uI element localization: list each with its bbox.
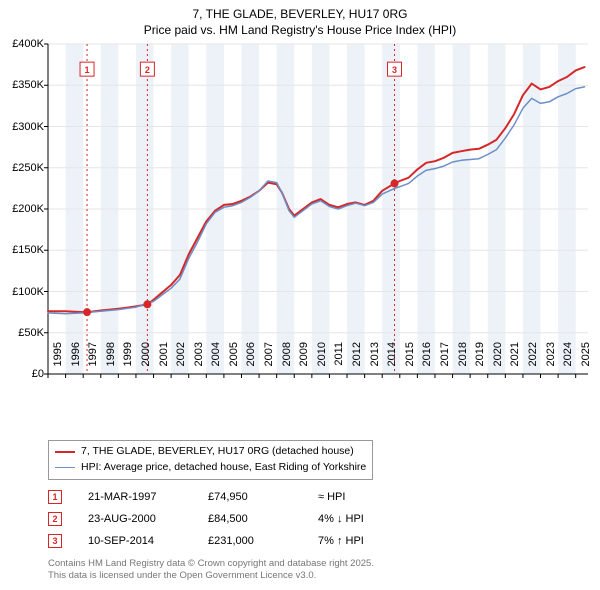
footer-line-1: Contains HM Land Registry data © Crown c…	[48, 558, 374, 570]
svg-text:2: 2	[145, 65, 150, 75]
x-tick-label: 2022	[527, 342, 539, 378]
license-footer: Contains HM Land Registry data © Crown c…	[48, 558, 374, 582]
y-tick-label: £0	[4, 368, 44, 380]
x-tick-label: 2009	[298, 342, 310, 378]
x-tick-label: 2014	[386, 342, 398, 378]
x-tick-label: 2002	[175, 342, 187, 378]
x-tick-label: 1998	[105, 342, 117, 378]
legend-label-hpi: HPI: Average price, detached house, East…	[81, 460, 366, 476]
x-tick-label: 2004	[210, 342, 222, 378]
chart-title: 7, THE GLADE, BEVERLEY, HU17 0RG Price p…	[0, 0, 600, 38]
y-tick-label: £100K	[4, 286, 44, 298]
x-tick-label: 1997	[87, 342, 99, 378]
sale-date: 21-MAR-1997	[88, 491, 208, 503]
y-tick-label: £50K	[4, 327, 44, 339]
sale-date: 10-SEP-2014	[88, 535, 208, 547]
chart-area: 123 £0£50K£100K£150K£200K£250K£300K£350K…	[48, 44, 588, 406]
sale-row: 1 21-MAR-1997 £74,950 ≈ HPI	[48, 486, 418, 508]
x-tick-label: 2019	[474, 342, 486, 378]
x-tick-label: 2006	[245, 342, 257, 378]
x-tick-label: 2012	[351, 342, 363, 378]
x-tick-label: 2001	[158, 342, 170, 378]
legend-swatch-hpi	[55, 467, 75, 469]
x-tick-label: 2021	[509, 342, 521, 378]
sale-marker-icon: 2	[48, 512, 62, 526]
x-tick-label: 2010	[316, 342, 328, 378]
legend-swatch-property	[55, 451, 75, 453]
chart-svg: 1 2 3	[48, 44, 588, 374]
svg-text:3: 3	[392, 65, 397, 75]
x-tick-label: 2013	[369, 342, 381, 378]
sale-hpi-relation: ≈ HPI	[318, 491, 418, 503]
sale-hpi-relation: 7% ↑ HPI	[318, 535, 418, 547]
sale-price: £84,500	[208, 513, 318, 525]
y-tick-label: £350K	[4, 79, 44, 91]
x-tick-label: 2008	[281, 342, 293, 378]
sales-table: 1 21-MAR-1997 £74,950 ≈ HPI 2 23-AUG-200…	[48, 486, 418, 552]
legend: 7, THE GLADE, BEVERLEY, HU17 0RG (detach…	[48, 440, 373, 480]
x-tick-label: 2003	[193, 342, 205, 378]
x-tick-label: 1999	[122, 342, 134, 378]
title-subtitle: Price paid vs. HM Land Registry's House …	[0, 22, 600, 38]
x-tick-label: 2007	[263, 342, 275, 378]
x-tick-label: 2023	[545, 342, 557, 378]
x-tick-label: 2011	[333, 342, 345, 378]
sale-date: 23-AUG-2000	[88, 513, 208, 525]
sale-hpi-relation: 4% ↓ HPI	[318, 513, 418, 525]
legend-item-property: 7, THE GLADE, BEVERLEY, HU17 0RG (detach…	[55, 444, 366, 460]
x-tick-label: 2020	[492, 342, 504, 378]
x-tick-label: 2018	[457, 342, 469, 378]
sale-price: £231,000	[208, 535, 318, 547]
legend-label-property: 7, THE GLADE, BEVERLEY, HU17 0RG (detach…	[81, 444, 354, 460]
x-tick-label: 2016	[421, 342, 433, 378]
svg-text:1: 1	[85, 65, 90, 75]
x-tick-label: 1995	[52, 342, 64, 378]
sale-row: 3 10-SEP-2014 £231,000 7% ↑ HPI	[48, 530, 418, 552]
sale-price: £74,950	[208, 491, 318, 503]
y-tick-label: £200K	[4, 203, 44, 215]
legend-item-hpi: HPI: Average price, detached house, East…	[55, 460, 366, 476]
sale-marker-icon: 3	[48, 534, 62, 548]
sale-marker-icon: 1	[48, 490, 62, 504]
y-tick-label: £250K	[4, 162, 44, 174]
root: 7, THE GLADE, BEVERLEY, HU17 0RG Price p…	[0, 0, 600, 590]
x-tick-label: 2015	[404, 342, 416, 378]
y-tick-label: £300K	[4, 121, 44, 133]
x-tick-label: 2025	[580, 342, 592, 378]
x-tick-label: 2017	[439, 342, 451, 378]
x-tick-label: 1996	[70, 342, 82, 378]
x-tick-label: 2005	[228, 342, 240, 378]
sale-row: 2 23-AUG-2000 £84,500 4% ↓ HPI	[48, 508, 418, 530]
x-tick-label: 2024	[562, 342, 574, 378]
title-address: 7, THE GLADE, BEVERLEY, HU17 0RG	[0, 6, 600, 22]
x-tick-label: 2000	[140, 342, 152, 378]
y-tick-label: £150K	[4, 244, 44, 256]
footer-line-2: This data is licensed under the Open Gov…	[48, 570, 374, 582]
y-tick-label: £400K	[4, 38, 44, 50]
